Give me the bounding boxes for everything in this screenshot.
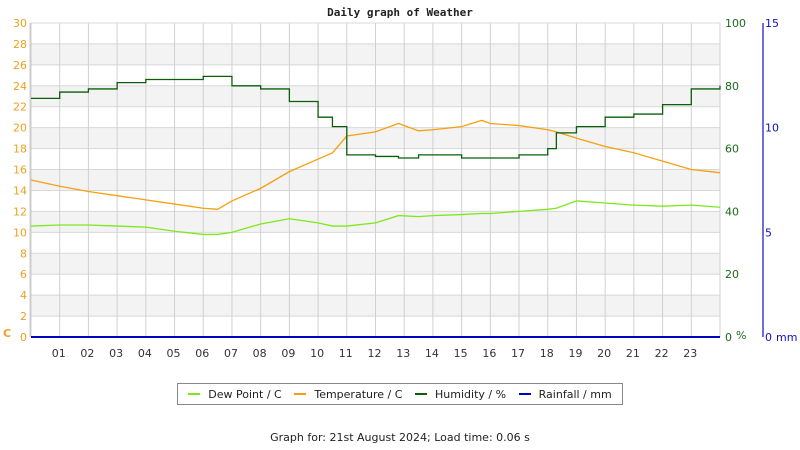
hour-tick-label: 11 bbox=[339, 347, 353, 360]
temperature-tick-label: 14 bbox=[13, 184, 27, 197]
temperature-tick-label: 0 bbox=[20, 331, 27, 344]
dew-line bbox=[30, 200, 721, 236]
temperature-tick-label: 30 bbox=[13, 17, 27, 30]
temperature-tick-label: 18 bbox=[13, 143, 27, 156]
temperature-line bbox=[30, 119, 721, 210]
humidity-tick-label: 40 bbox=[725, 205, 739, 218]
humidity-line bbox=[31, 75, 721, 159]
rainfall-unit-label: mm bbox=[776, 331, 797, 344]
temperature-tick-label: 20 bbox=[13, 122, 27, 135]
hour-tick-label: 17 bbox=[511, 347, 525, 360]
graph-footer: Graph for: 21st August 2024; Load time: … bbox=[270, 431, 530, 444]
rainfall-swatch-icon bbox=[518, 393, 531, 395]
hour-tick-label: 14 bbox=[425, 347, 439, 360]
hour-tick-label: 03 bbox=[109, 347, 123, 360]
hour-tick-label: 06 bbox=[195, 347, 209, 360]
hour-tick-label: 15 bbox=[454, 347, 468, 360]
legend-item-humidity: Humidity / % bbox=[415, 388, 506, 401]
rainfall-axis-ticks: 0 5 10 15 bbox=[765, 17, 779, 344]
grid-lines bbox=[31, 22, 721, 338]
temperature-tick-label: 16 bbox=[13, 164, 27, 177]
hour-tick-label: 07 bbox=[224, 347, 238, 360]
hour-tick-label: 16 bbox=[482, 347, 496, 360]
humidity-axis-ticks: 0 20 40 60 80 100 bbox=[725, 17, 746, 344]
chart-title: Daily graph of Weather bbox=[327, 6, 473, 19]
hour-tick-label: 10 bbox=[310, 347, 324, 360]
hour-tick-label: 22 bbox=[655, 347, 669, 360]
legend-item-temperature: Temperature / C bbox=[294, 388, 402, 401]
chart-legend: Dew Point / C Temperature / C Humidity /… bbox=[177, 383, 623, 405]
hour-tick-label: 21 bbox=[626, 347, 640, 360]
data-series bbox=[30, 75, 721, 338]
temperature-tick-label: 2 bbox=[20, 310, 27, 323]
hour-tick-label: 18 bbox=[540, 347, 554, 360]
legend-label: Temperature / C bbox=[314, 387, 403, 401]
rainfall-tick-label: 10 bbox=[765, 122, 779, 135]
temperature-swatch-icon bbox=[294, 393, 307, 395]
hour-tick-label: 23 bbox=[683, 347, 697, 360]
temperature-tick-label: 24 bbox=[13, 80, 27, 93]
legend-item-dew-point: Dew Point / C bbox=[188, 387, 282, 401]
humidity-tick-label: 100 bbox=[725, 17, 746, 30]
hour-tick-label: 20 bbox=[597, 347, 611, 360]
hour-tick-label: 05 bbox=[167, 347, 181, 360]
hour-tick-label: 04 bbox=[138, 347, 152, 360]
dew-point-swatch-icon bbox=[188, 393, 201, 395]
legend-item-rainfall: Rainfall / mm bbox=[518, 387, 612, 401]
humidity-tick-label: 0 bbox=[725, 331, 732, 344]
legend-label: Dew Point / C bbox=[208, 387, 282, 401]
temperature-tick-label: 22 bbox=[13, 101, 27, 114]
temperature-tick-label: 12 bbox=[13, 205, 27, 218]
rainfall-tick-label: 0 bbox=[765, 331, 772, 344]
humidity-swatch-icon bbox=[415, 393, 428, 395]
temperature-tick-label: 4 bbox=[20, 289, 27, 302]
rainfall-tick-label: 5 bbox=[765, 226, 772, 239]
temperature-tick-label: 26 bbox=[13, 59, 27, 72]
humidity-tick-label: 60 bbox=[725, 143, 739, 156]
legend-label: Humidity / % bbox=[435, 387, 507, 401]
humidity-tick-label: 20 bbox=[725, 268, 739, 281]
temperature-tick-label: 8 bbox=[20, 247, 27, 260]
humidity-tick-label: 80 bbox=[725, 80, 739, 93]
legend-label: Rainfall / mm bbox=[538, 387, 612, 401]
hour-tick-label: 01 bbox=[52, 347, 66, 360]
hour-tick-label: 08 bbox=[253, 347, 267, 360]
hour-tick-label: 13 bbox=[396, 347, 410, 360]
rainfall-tick-label: 15 bbox=[765, 17, 779, 30]
temperature-tick-label: 10 bbox=[13, 226, 27, 239]
hour-axis-ticks: 01 02 03 04 05 06 07 08 09 10 11 12 13 14 15 16 17 18 19 20… bbox=[52, 347, 698, 360]
temperature-unit-label: C bbox=[3, 327, 11, 340]
hour-tick-label: 09 bbox=[281, 347, 295, 360]
temperature-tick-label: 28 bbox=[13, 38, 27, 51]
humidity-unit-label: % bbox=[736, 329, 746, 342]
hour-tick-label: 12 bbox=[368, 347, 382, 360]
hour-tick-label: 19 bbox=[568, 347, 582, 360]
temperature-tick-label: 6 bbox=[20, 268, 27, 281]
hour-tick-label: 02 bbox=[80, 347, 94, 360]
